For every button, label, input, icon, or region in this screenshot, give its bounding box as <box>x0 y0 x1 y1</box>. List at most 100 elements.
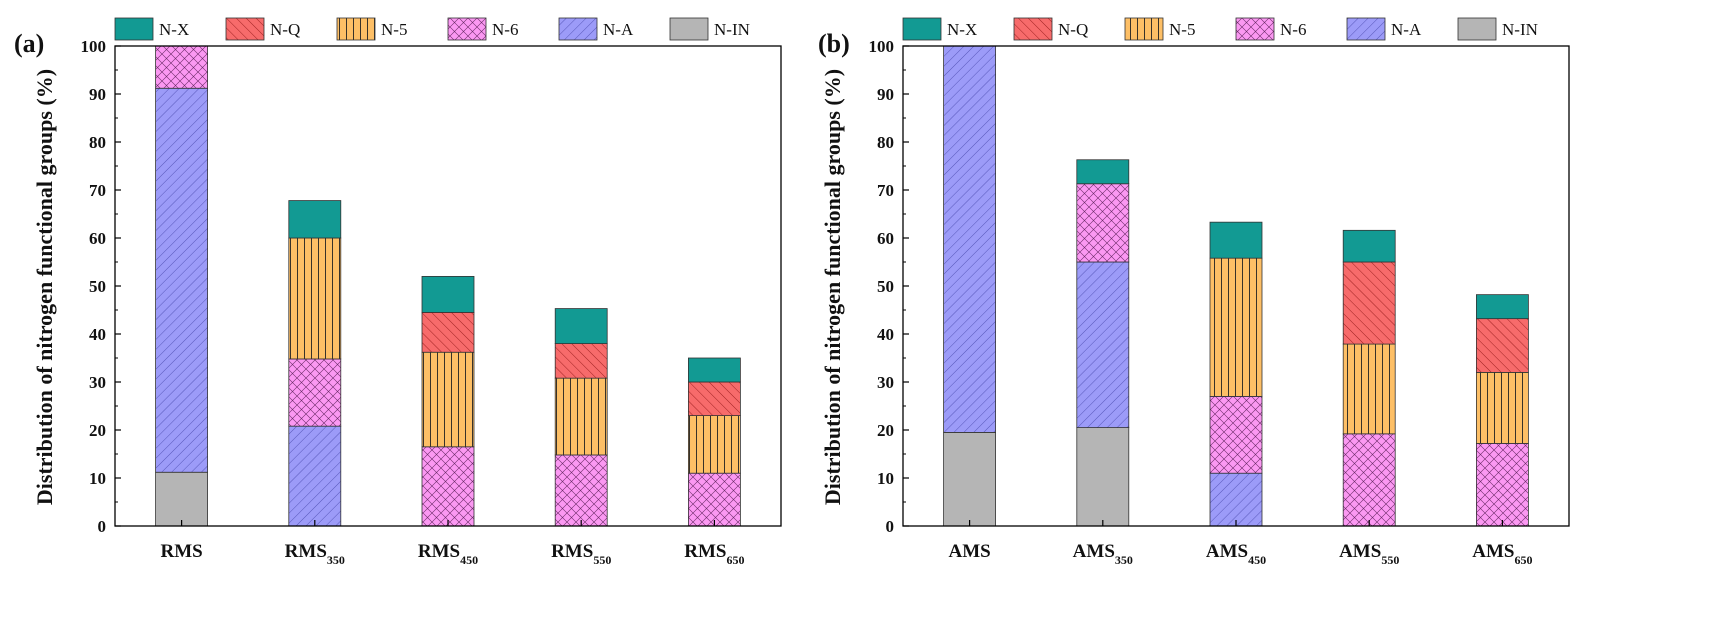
y-tick-label: 80 <box>89 133 106 152</box>
bar-ams450-n-a <box>1209 472 1263 527</box>
bar-rms450-n-6 <box>421 446 475 527</box>
bar-ams550-n-q <box>1342 261 1396 345</box>
bar-rms450-n-5 <box>421 351 475 448</box>
y-tick-label: 60 <box>89 229 106 248</box>
bar-ams550-n-5 <box>1342 343 1396 435</box>
x-label-ams350: AMS350 <box>1073 541 1133 567</box>
bar-rms-n-in <box>155 471 209 527</box>
legend-item-n-5: N-5 <box>336 17 407 41</box>
y-tick-label: 20 <box>877 421 894 440</box>
legend-item-n-q: N-Q <box>225 17 300 41</box>
x-label-ams450: AMS450 <box>1206 541 1266 567</box>
bar-ams350-n-in <box>1076 427 1130 527</box>
y-tick-label: 40 <box>89 325 106 344</box>
y-tick-label: 10 <box>877 469 894 488</box>
bar-ams350-n-x <box>1076 159 1130 185</box>
bar-ams-n-in <box>943 431 996 527</box>
x-label-rms550: RMS550 <box>551 541 611 567</box>
y-tick-label: 0 <box>886 517 895 536</box>
bar-ams650-n-5 <box>1476 371 1529 444</box>
bar-ams450-n-x <box>1209 221 1263 259</box>
y-tick-label: 50 <box>89 277 106 296</box>
y-tick-label: 100 <box>869 37 895 56</box>
bar-rms550-n-x <box>554 308 608 344</box>
panel-b-plot-frame <box>902 45 1570 527</box>
bar-ams450-n-6 <box>1209 395 1263 474</box>
x-label-ams650: AMS650 <box>1472 541 1532 567</box>
bar-ams550-n-x <box>1342 229 1396 263</box>
legend-item-n-q: N-Q <box>1013 17 1088 41</box>
y-tick-label: 100 <box>81 37 107 56</box>
bar-ams650-n-q <box>1476 318 1529 373</box>
legend-label: N-5 <box>1169 20 1195 39</box>
y-tick-label: 70 <box>89 181 106 200</box>
y-tick-label: 90 <box>877 85 894 104</box>
legend-item-n-a: N-A <box>1346 17 1422 41</box>
legend-label: N-6 <box>1280 20 1306 39</box>
panel-a-label: (a) <box>14 29 44 58</box>
x-label-rms: RMS <box>160 541 202 562</box>
bar-ams550-n-6 <box>1342 433 1396 527</box>
y-tick-label: 30 <box>89 373 106 392</box>
y-tick-label: 0 <box>98 517 107 536</box>
y-tick-label: 80 <box>877 133 894 152</box>
y-tick-label: 40 <box>877 325 894 344</box>
legend-label: N-A <box>603 20 634 39</box>
legend-label: N-IN <box>1502 20 1538 39</box>
bar-rms350-n-6 <box>288 358 342 427</box>
bar-rms650-n-x <box>688 357 741 383</box>
panel-a: (a) N-X N-Q N-5 N-6 N-A N-IN Distribution of … <box>14 17 782 567</box>
bar-rms450-n-x <box>421 275 475 313</box>
legend-item-n-in: N-IN <box>669 17 750 41</box>
legend-label: N-Q <box>270 20 300 39</box>
bar-rms650-n-6 <box>688 472 741 527</box>
panel-a-ylabel: Distribution of nitrogen functional grou… <box>32 69 57 505</box>
legend-label: N-X <box>947 20 977 39</box>
legend-item-n-6: N-6 <box>1235 17 1306 41</box>
panel-a-xlabels: RMS RMS350 RMS450 RMS550 RMS650 <box>160 520 745 567</box>
bar-rms550-n-q <box>554 343 608 379</box>
panel-a-yticks: 0 10 20 30 40 50 60 70 80 90 100 <box>81 37 121 536</box>
legend-item-n-x: N-X <box>902 17 977 41</box>
bar-rms550-n-6 <box>554 454 608 527</box>
panel-b-xlabels: AMS AMS350 AMS450 AMS550 AMS650 <box>948 520 1533 567</box>
y-tick-label: 20 <box>89 421 106 440</box>
legend-item-n-6: N-6 <box>447 17 518 41</box>
y-tick-label: 70 <box>877 181 894 200</box>
panel-b-ylabel: Distribution of nitrogen functional grou… <box>820 69 845 505</box>
bar-ams350-n-6 <box>1076 183 1130 263</box>
y-tick-label: 10 <box>89 469 106 488</box>
panel-b: (b) N-X N-Q N-5 N-6 N-A N-IN Distribution of … <box>818 17 1570 567</box>
bar-ams650-n-6 <box>1476 443 1529 527</box>
panel-b-label: (b) <box>818 29 850 58</box>
x-label-rms350: RMS350 <box>285 541 345 567</box>
panel-b-legend: N-X N-Q N-5 N-6 N-A N-IN <box>902 17 1538 41</box>
bar-rms650-n-q <box>688 381 741 416</box>
panel-b-yticks: 0 10 20 30 40 50 60 70 80 90 100 <box>869 37 909 536</box>
legend-item-n-x: N-X <box>114 17 189 41</box>
bar-ams350-n-a <box>1076 261 1130 429</box>
bar-ams-n-a <box>943 45 996 433</box>
bar-rms350-n-a <box>288 425 342 527</box>
bar-rms350-n-x <box>288 200 342 239</box>
bar-rms550-n-5 <box>554 377 608 456</box>
bar-rms450-n-q <box>421 311 475 353</box>
y-tick-label: 30 <box>877 373 894 392</box>
panel-a-plot-frame <box>114 45 782 527</box>
legend-label: N-6 <box>492 20 518 39</box>
y-tick-label: 50 <box>877 277 894 296</box>
bar-ams650-n-x <box>1476 294 1529 320</box>
x-label-ams: AMS <box>948 541 990 562</box>
bar-rms-n-6 <box>155 45 209 89</box>
y-tick-label: 60 <box>877 229 894 248</box>
panel-a-bars <box>155 45 741 527</box>
x-label-rms650: RMS650 <box>684 541 744 567</box>
legend-item-n-a: N-A <box>558 17 634 41</box>
x-label-ams550: AMS550 <box>1339 541 1399 567</box>
legend-item-n-in: N-IN <box>1457 17 1538 41</box>
bar-rms650-n-5 <box>688 415 741 474</box>
x-label-rms450: RMS450 <box>418 541 478 567</box>
bar-rms-n-a <box>155 87 209 473</box>
legend-item-n-5: N-5 <box>1124 17 1195 41</box>
